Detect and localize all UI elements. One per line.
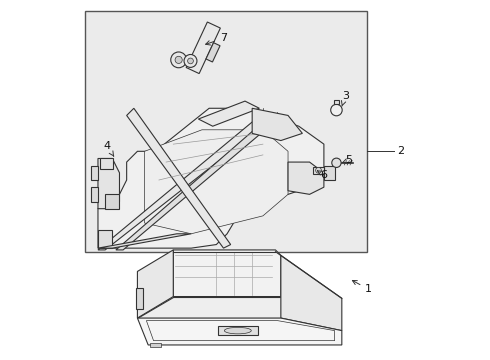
Polygon shape [98, 158, 120, 209]
Polygon shape [334, 100, 339, 104]
Text: 3: 3 [342, 91, 349, 106]
Polygon shape [206, 43, 220, 62]
Circle shape [188, 58, 194, 64]
Polygon shape [137, 297, 281, 318]
Polygon shape [137, 318, 342, 345]
Polygon shape [313, 167, 324, 174]
Polygon shape [281, 255, 342, 330]
Circle shape [331, 104, 342, 116]
Polygon shape [136, 288, 143, 309]
Polygon shape [186, 22, 220, 73]
Polygon shape [98, 230, 112, 248]
Circle shape [175, 56, 182, 63]
Text: 2: 2 [397, 146, 405, 156]
Text: 1: 1 [352, 280, 372, 294]
Polygon shape [98, 119, 263, 250]
Polygon shape [137, 250, 173, 318]
Polygon shape [324, 166, 335, 180]
Polygon shape [91, 187, 98, 202]
Circle shape [171, 52, 187, 68]
Circle shape [184, 54, 197, 67]
Polygon shape [91, 166, 98, 180]
Ellipse shape [224, 327, 251, 334]
Circle shape [332, 158, 341, 167]
Bar [150, 343, 161, 347]
Polygon shape [116, 119, 274, 250]
Polygon shape [218, 326, 258, 335]
Text: 6: 6 [318, 170, 327, 180]
Bar [85, 12, 367, 252]
Polygon shape [98, 234, 191, 248]
Polygon shape [198, 101, 259, 126]
Polygon shape [105, 194, 120, 209]
Polygon shape [100, 158, 113, 169]
Text: 7: 7 [206, 33, 227, 45]
Polygon shape [252, 108, 302, 140]
Polygon shape [173, 250, 281, 297]
Polygon shape [126, 108, 231, 248]
Text: 4: 4 [103, 141, 114, 156]
Polygon shape [98, 108, 324, 248]
Polygon shape [288, 162, 324, 194]
Text: 5: 5 [343, 155, 352, 165]
Circle shape [316, 167, 321, 173]
Polygon shape [145, 130, 288, 234]
